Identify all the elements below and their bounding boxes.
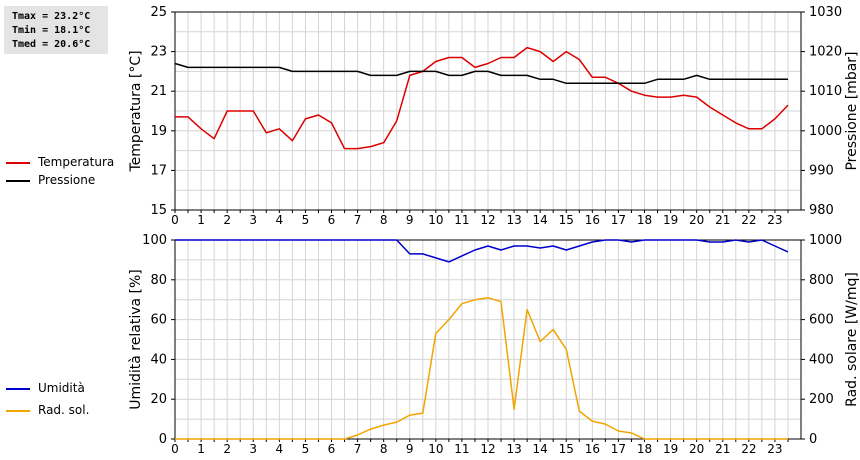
y-right-tick-label: 200 (809, 392, 834, 407)
x-tick-label: 17 (611, 213, 626, 227)
y-right-tick-label: 1000 (809, 233, 842, 248)
x-tick-label: 12 (480, 442, 495, 456)
y-left-tick-label: 23 (150, 45, 167, 60)
x-tick-label: 5 (302, 442, 310, 456)
x-tick-label: 9 (406, 442, 414, 456)
y-right-tick-label: 1010 (809, 84, 842, 99)
x-tick-label: 12 (480, 213, 495, 227)
stat-tmin: Tmin = 18.1°C (12, 25, 91, 36)
x-tick-label: 7 (354, 442, 362, 456)
x-tick-label: 11 (454, 213, 469, 227)
chart-bottom: 0 1 2 3 4 5 6 7 8 9 10 11 12 13 14 15 16 17 18 19 20 21 22 2302… (128, 233, 860, 456)
y-right-tick-label: 400 (809, 352, 834, 367)
x-tick-label: 21 (715, 442, 730, 456)
y-left-tick-label: 20 (150, 392, 167, 407)
x-tick-label: 18 (637, 442, 652, 456)
x-tick-label: 10 (428, 213, 443, 227)
legend-label-rad-sol: Rad. sol. (38, 403, 90, 417)
y-right-axis-title: Rad. solare [W/mq] (844, 272, 860, 407)
x-tick-label: 22 (741, 442, 756, 456)
x-tick-label: 14 (533, 442, 548, 456)
x-tick-label: 15 (559, 442, 574, 456)
legend-swatch-umidita (6, 388, 30, 390)
x-tick-label: 3 (249, 213, 257, 227)
x-tick-label: 11 (454, 442, 469, 456)
y-left-tick-label: 25 (150, 5, 167, 20)
y-left-axis-title: Umidità relativa [%] (128, 269, 144, 410)
x-tick-label: 22 (741, 213, 756, 227)
legend-swatch-rad-sol (6, 410, 30, 412)
stats-box: Tmax = 23.2°C Tmin = 18.1°C Tmed = 20.6°… (4, 6, 108, 54)
y-right-tick-label: 1000 (809, 124, 842, 139)
series-line-pressione (174, 62, 788, 85)
x-tick-label: 16 (585, 213, 600, 227)
x-tick-label: 16 (585, 442, 600, 456)
x-tick-label: 13 (506, 442, 521, 456)
x-tick-label: 10 (428, 442, 443, 456)
chart-top: 0 1 2 3 4 5 6 7 8 9 10 11 12 13 14 15 16 17 18 19 20 21 22 2315… (128, 5, 860, 227)
x-tick-label: 8 (380, 442, 388, 456)
legend-label-pressione: Pressione (38, 173, 96, 187)
y-left-tick-label: 0 (159, 432, 167, 447)
y-left-axis-title: Temperatura [°C] (128, 50, 144, 172)
y-right-tick-label: 990 (809, 163, 834, 178)
x-tick-label: 1 (197, 442, 205, 456)
x-tick-label: 2 (223, 213, 231, 227)
y-left-tick-label: 80 (150, 273, 167, 288)
y-right-tick-label: 980 (809, 203, 834, 218)
x-tick-label: 6 (328, 442, 336, 456)
stat-tmed: Tmed = 20.6°C (12, 39, 91, 50)
x-tick-label: 4 (276, 213, 284, 227)
x-tick-label: 7 (354, 213, 362, 227)
series-line-umidit (175, 239, 789, 263)
x-tick-label: 4 (276, 442, 284, 456)
y-right-tick-label: 800 (809, 273, 834, 288)
x-tick-label: 21 (715, 213, 730, 227)
x-tick-label: 14 (533, 213, 548, 227)
x-tick-label: 1 (197, 213, 205, 227)
y-left-tick-label: 21 (150, 84, 167, 99)
y-left-tick-label: 40 (150, 352, 167, 367)
legend-label-temperatura: Temperatura (38, 155, 115, 169)
y-left-tick-label: 17 (150, 163, 167, 178)
x-tick-label: 5 (302, 213, 310, 227)
y-right-tick-label: 600 (809, 313, 834, 328)
x-tick-label: 0 (171, 213, 179, 227)
x-tick-label: 3 (249, 442, 257, 456)
y-right-tick-label: 1030 (809, 5, 842, 20)
x-tick-label: 20 (689, 213, 704, 227)
x-tick-label: 15 (559, 213, 574, 227)
legend-swatch-pressione (6, 180, 30, 182)
y-left-tick-label: 19 (150, 124, 167, 139)
y-left-tick-label: 100 (142, 233, 167, 248)
x-tick-label: 19 (663, 213, 678, 227)
x-tick-label: 0 (171, 442, 179, 456)
x-tick-label: 18 (637, 213, 652, 227)
series-line-rad-sol (175, 296, 788, 440)
x-tick-label: 17 (611, 442, 626, 456)
legend-swatch-temperatura (6, 162, 30, 164)
x-tick-label: 13 (506, 213, 521, 227)
x-tick-label: 19 (663, 442, 678, 456)
x-tick-label: 8 (380, 213, 388, 227)
x-tick-label: 2 (223, 442, 231, 456)
y-right-tick-label: 0 (809, 432, 817, 447)
legend-label-umidita: Umidità (38, 381, 85, 395)
stat-tmax: Tmax = 23.2°C (12, 11, 91, 22)
y-left-tick-label: 15 (150, 203, 167, 218)
y-left-tick-label: 60 (150, 313, 167, 328)
x-tick-label: 6 (328, 213, 336, 227)
series-line-temperatura (175, 46, 789, 150)
x-tick-label: 9 (406, 213, 414, 227)
y-right-tick-label: 1020 (809, 45, 842, 60)
x-tick-label: 20 (689, 442, 704, 456)
x-tick-label: 23 (767, 213, 782, 227)
y-right-axis-title: Pressione [mbar] (844, 51, 860, 170)
x-tick-label: 23 (767, 442, 782, 456)
